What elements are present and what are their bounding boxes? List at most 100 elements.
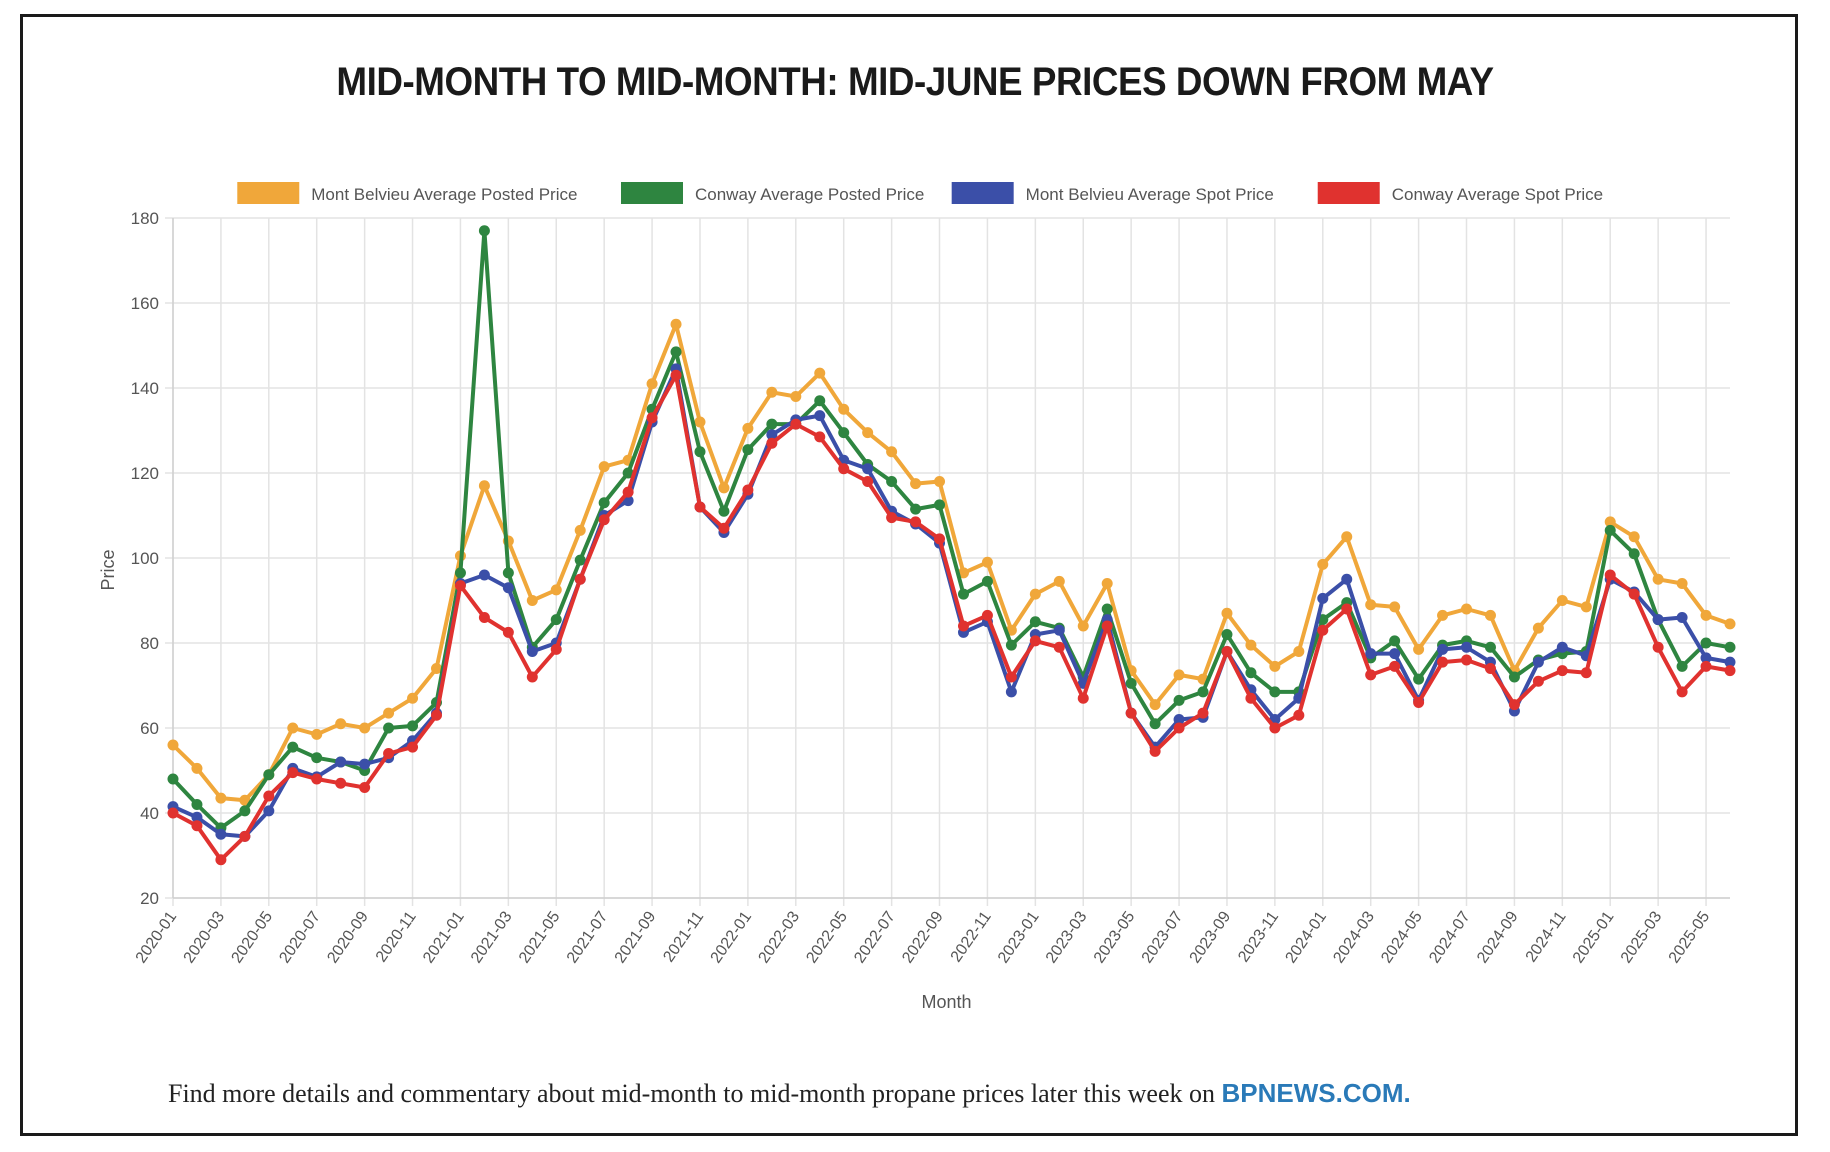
data-point-conway-average-posted-price	[1485, 642, 1496, 653]
legend-label-conway-average-spot-price: Conway Average Spot Price	[1392, 185, 1603, 204]
data-point-mont-belvieu-average-posted-price	[1150, 699, 1161, 710]
data-point-conway-average-spot-price	[1054, 642, 1065, 653]
data-point-mont-belvieu-average-posted-price	[1293, 646, 1304, 657]
data-point-conway-average-spot-price	[1581, 667, 1592, 678]
data-point-mont-belvieu-average-spot-price	[1533, 657, 1544, 668]
data-point-mont-belvieu-average-spot-price	[1006, 686, 1017, 697]
line-chart: 204060801001201401601802020-01 2020-03 202…	[0, 0, 1830, 1152]
data-point-mont-belvieu-average-spot-price	[1317, 593, 1328, 604]
x-tick-label: 2022-09	[899, 908, 947, 966]
data-point-conway-average-posted-price	[1030, 616, 1041, 627]
data-point-conway-average-spot-price	[455, 580, 466, 591]
y-tick-label: 160	[131, 294, 159, 313]
y-tick-label: 120	[131, 464, 159, 483]
data-point-mont-belvieu-average-spot-price	[1437, 644, 1448, 655]
data-point-mont-belvieu-average-posted-price	[311, 729, 322, 740]
x-tick-label: 2025-01	[1570, 908, 1618, 966]
data-point-conway-average-posted-price	[1174, 695, 1185, 706]
data-point-conway-average-posted-price	[479, 225, 490, 236]
data-point-conway-average-posted-price	[1629, 548, 1640, 559]
x-tick-label: 2025-05	[1666, 908, 1714, 966]
data-point-mont-belvieu-average-spot-price	[527, 646, 538, 657]
bpnews-link[interactable]: BPNEWS.COM.	[1221, 1078, 1410, 1108]
data-point-mont-belvieu-average-posted-price	[1677, 578, 1688, 589]
x-tick-label: 2024-05	[1378, 908, 1426, 966]
data-point-conway-average-posted-price	[886, 476, 897, 487]
x-tick-label: 2023-03	[1043, 908, 1091, 966]
data-point-mont-belvieu-average-spot-price	[503, 582, 514, 593]
data-point-conway-average-spot-price	[1533, 676, 1544, 687]
data-point-conway-average-spot-price	[718, 523, 729, 534]
x-tick-label: 2022-05	[803, 908, 851, 966]
data-point-conway-average-spot-price	[503, 627, 514, 638]
data-point-conway-average-spot-price	[359, 782, 370, 793]
data-point-mont-belvieu-average-posted-price	[910, 478, 921, 489]
x-tick-label: 2023-05	[1091, 908, 1139, 966]
data-point-conway-average-posted-price	[1126, 678, 1137, 689]
data-point-conway-average-spot-price	[1413, 697, 1424, 708]
x-tick-label: 2022-01	[708, 908, 756, 966]
data-point-conway-average-posted-price	[263, 769, 274, 780]
data-point-mont-belvieu-average-posted-price	[1413, 644, 1424, 655]
data-point-mont-belvieu-average-posted-price	[1030, 589, 1041, 600]
data-point-mont-belvieu-average-posted-price	[862, 427, 873, 438]
data-point-conway-average-posted-price	[742, 444, 753, 455]
data-point-conway-average-posted-price	[311, 752, 322, 763]
data-point-conway-average-posted-price	[551, 614, 562, 625]
data-point-conway-average-spot-price	[1725, 665, 1736, 676]
x-tick-label: 2020-03	[181, 908, 229, 966]
data-point-conway-average-posted-price	[599, 497, 610, 508]
data-point-conway-average-spot-price	[1437, 657, 1448, 668]
data-point-conway-average-spot-price	[1150, 746, 1161, 757]
data-point-conway-average-spot-price	[1653, 642, 1664, 653]
x-tick-label: 2023-01	[995, 908, 1043, 966]
data-point-mont-belvieu-average-posted-price	[1317, 559, 1328, 570]
x-axis-label: Month	[921, 992, 971, 1012]
data-point-mont-belvieu-average-spot-price	[1389, 648, 1400, 659]
data-point-conway-average-posted-price	[694, 446, 705, 457]
data-point-conway-average-spot-price	[215, 854, 226, 865]
x-tick-label: 2024-09	[1474, 908, 1522, 966]
x-tick-label: 2021-07	[564, 908, 612, 966]
data-point-conway-average-spot-price	[479, 612, 490, 623]
data-point-mont-belvieu-average-posted-price	[407, 693, 418, 704]
data-point-mont-belvieu-average-spot-price	[1341, 574, 1352, 585]
data-point-conway-average-spot-price	[1245, 693, 1256, 704]
data-point-conway-average-spot-price	[671, 370, 682, 381]
data-point-conway-average-spot-price	[407, 742, 418, 753]
data-point-mont-belvieu-average-posted-price	[168, 740, 179, 751]
data-point-mont-belvieu-average-posted-price	[359, 723, 370, 734]
x-tick-label: 2022-03	[755, 908, 803, 966]
data-point-conway-average-posted-price	[766, 419, 777, 430]
data-point-conway-average-spot-price	[1557, 665, 1568, 676]
data-point-mont-belvieu-average-posted-price	[1653, 574, 1664, 585]
data-point-mont-belvieu-average-spot-price	[263, 805, 274, 816]
data-point-conway-average-spot-price	[287, 767, 298, 778]
data-point-conway-average-posted-price	[982, 576, 993, 587]
data-point-mont-belvieu-average-posted-price	[1245, 640, 1256, 651]
data-point-conway-average-posted-price	[1245, 667, 1256, 678]
data-point-conway-average-posted-price	[191, 799, 202, 810]
data-point-mont-belvieu-average-posted-price	[934, 476, 945, 487]
data-point-mont-belvieu-average-posted-price	[1701, 610, 1712, 621]
data-point-conway-average-posted-price	[1677, 661, 1688, 672]
x-tick-label: 2023-11	[1235, 908, 1282, 965]
data-point-mont-belvieu-average-posted-price	[1461, 604, 1472, 615]
data-point-conway-average-spot-price	[623, 487, 634, 498]
data-point-mont-belvieu-average-spot-price	[215, 829, 226, 840]
x-tick-label: 2022-07	[851, 908, 899, 966]
data-point-conway-average-posted-price	[814, 395, 825, 406]
data-point-mont-belvieu-average-posted-price	[1054, 576, 1065, 587]
x-tick-label: 2021-03	[468, 908, 516, 966]
data-point-mont-belvieu-average-posted-price	[790, 391, 801, 402]
data-point-mont-belvieu-average-spot-price	[1054, 625, 1065, 636]
x-tick-label: 2020-11	[373, 908, 420, 965]
data-point-conway-average-spot-price	[383, 748, 394, 759]
data-point-conway-average-spot-price	[1006, 672, 1017, 683]
x-tick-label: 2022-11	[948, 908, 995, 965]
series-line-mont-belvieu-average-posted-price	[173, 324, 1730, 800]
data-point-conway-average-spot-price	[694, 502, 705, 513]
data-point-conway-average-spot-price	[191, 820, 202, 831]
data-point-conway-average-posted-price	[239, 805, 250, 816]
data-point-conway-average-spot-price	[1701, 661, 1712, 672]
